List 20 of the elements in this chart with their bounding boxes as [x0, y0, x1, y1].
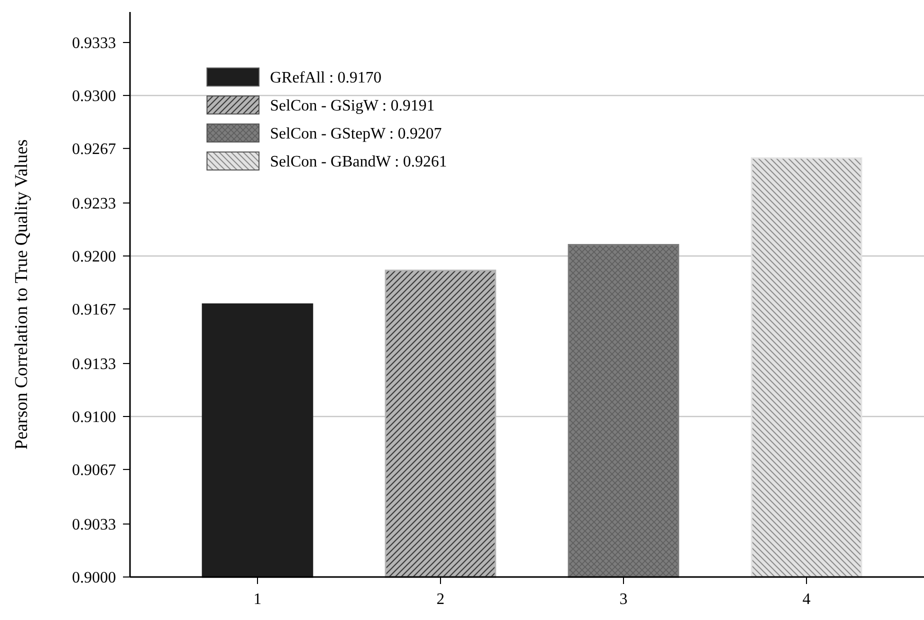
y-tick-label: 0.9233	[72, 196, 116, 213]
x-tick-label: 4	[802, 591, 810, 608]
x-tick-label: 3	[620, 591, 628, 608]
legend-label: SelCon - GStepW : 0.9207	[270, 126, 442, 143]
y-tick-label: 0.9067	[72, 462, 116, 480]
y-tick-label: 0.9000	[72, 570, 116, 587]
y-tick-label: 0.9033	[72, 516, 116, 534]
y-tick-label: 0.9200	[72, 248, 116, 266]
y-tick-label: 0.9133	[72, 356, 116, 374]
y-tick-label: 0.9333	[72, 35, 116, 52]
y-tick-label: 0.9167	[72, 302, 116, 319]
legend-label: SelCon - GSigW : 0.9191	[270, 98, 435, 115]
y-tick-label: 0.9267	[72, 141, 116, 158]
y-tick-label: 0.9300	[72, 88, 116, 106]
legend-label: GRefAll : 0.9170	[270, 70, 382, 87]
x-tick-label: 1	[254, 591, 262, 608]
y-axis-title: Pearson Correlation to True Quality Values	[11, 139, 31, 450]
legend-label: SelCon - GBandW : 0.9261	[270, 154, 448, 171]
y-tick-label: 0.9100	[72, 409, 116, 426]
x-tick-label: 2	[436, 591, 444, 608]
